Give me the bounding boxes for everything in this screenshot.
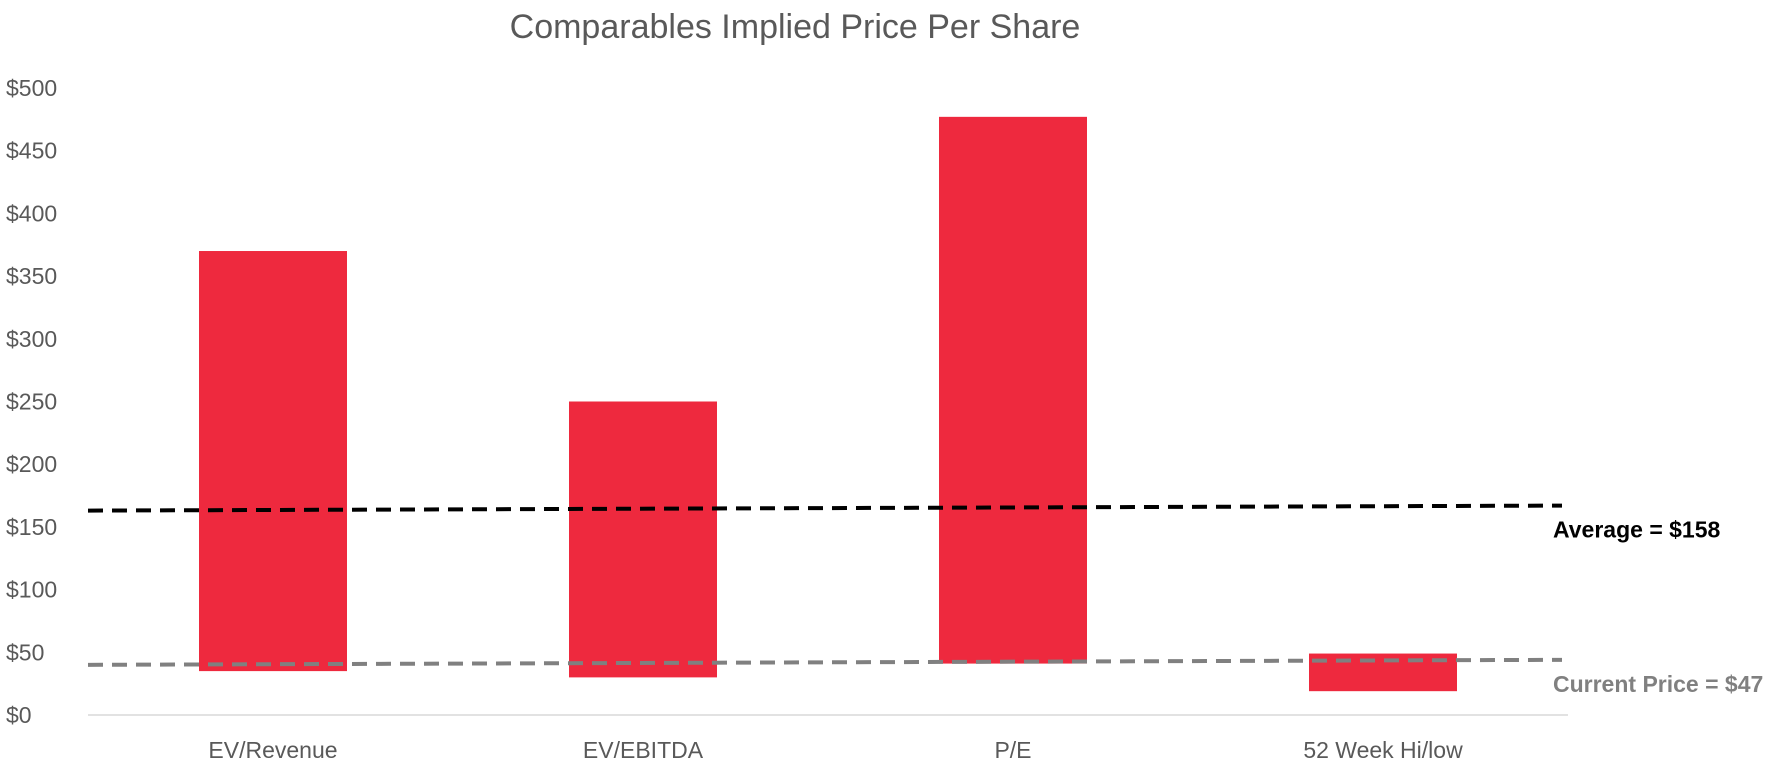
y-axis-labels: $0 $50 $100 $150 $200 $250 $300 $350 $400 $450 $50… xyxy=(6,75,57,728)
bar-1 xyxy=(569,401,717,678)
x-tick-label: P/E xyxy=(994,737,1031,763)
bars xyxy=(199,116,1457,692)
y-tick-label: $500 xyxy=(6,75,57,101)
y-tick-label: $100 xyxy=(6,577,57,603)
reference-line-label-1: Current Price = $47 xyxy=(1553,671,1763,697)
x-tick-label: EV/EBITDA xyxy=(583,737,704,763)
y-tick-label: $450 xyxy=(6,138,57,164)
y-tick-label: $200 xyxy=(6,451,57,477)
y-tick-label: $250 xyxy=(6,389,57,415)
y-tick-label: $300 xyxy=(6,326,57,352)
x-tick-label: EV/Revenue xyxy=(208,737,337,763)
reference-line-label-0: Average = $158 xyxy=(1553,517,1721,543)
reference-lines: Average = $158 Current Price = $47 xyxy=(87,503,1763,697)
y-tick-label: $350 xyxy=(6,263,57,289)
x-axis-labels: EV/Revenue EV/EBITDA P/E 52 Week Hi/low xyxy=(208,737,1463,763)
reference-line-1 xyxy=(87,657,1563,667)
y-tick-label: $150 xyxy=(6,514,57,540)
y-tick-label: $400 xyxy=(6,200,57,226)
reference-line-0 xyxy=(87,503,1563,513)
chart-title: Comparables Implied Price Per Share xyxy=(510,8,1081,46)
bar-2 xyxy=(939,116,1087,664)
x-tick-label: 52 Week Hi/low xyxy=(1303,737,1463,763)
y-tick-label: $50 xyxy=(6,639,44,665)
y-tick-label: $0 xyxy=(6,702,32,728)
bar-0 xyxy=(199,251,347,672)
